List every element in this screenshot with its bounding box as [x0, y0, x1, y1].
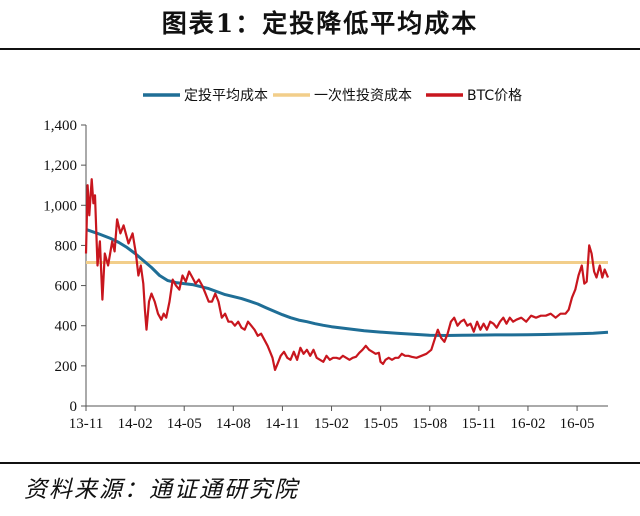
x-tick-label: 16-05	[560, 416, 595, 432]
x-tick-label: 15-11	[462, 416, 496, 432]
legend: 定投平均成本 一次性投资成本 BTC价格	[143, 88, 522, 104]
y-tick-label: 400	[55, 319, 78, 335]
source-note: 资料来源：通证通研究院	[24, 477, 299, 503]
legend-label-1: 一次性投资成本	[314, 88, 412, 104]
legend-label-2: BTC价格	[467, 88, 522, 104]
y-tick-label: 200	[55, 359, 78, 375]
series-line-0	[85, 227, 609, 337]
y-tick-label: 1,000	[43, 198, 77, 214]
series-line-2	[84, 178, 610, 371]
source-divider	[0, 462, 640, 464]
x-tick-label: 14-02	[118, 416, 153, 432]
x-tick-label: 16-02	[510, 416, 545, 432]
y-tick-label: 0	[70, 399, 78, 415]
x-tick-label: 15-08	[412, 416, 447, 432]
y-tick-label: 1,200	[43, 158, 77, 174]
axes: 0 200 400 600 800 1,000 1,200 1,400 13-11 14-02 14…	[43, 118, 608, 432]
chart-title: 图表1：定投降低平均成本	[161, 9, 479, 38]
legend-label-0: 定投平均成本	[184, 88, 268, 104]
y-tick-label: 800	[55, 238, 78, 254]
x-tick-label: 14-05	[167, 416, 202, 432]
title-divider	[0, 48, 640, 50]
x-tick-label: 14-08	[216, 416, 251, 432]
x-tick-label: 14-11	[265, 416, 299, 432]
x-tick-label: 15-05	[363, 416, 398, 432]
y-tick-label: 600	[55, 279, 78, 295]
y-tick-label: 1,400	[43, 118, 77, 134]
x-tick-label: 15-02	[314, 416, 349, 432]
btc-cost-chart: 定投平均成本 一次性投资成本 BTC价格 0 200 400 600 800 1,000 1,2…	[43, 88, 610, 432]
series-lines	[84, 178, 610, 371]
x-tick-label: 13-11	[69, 416, 103, 432]
